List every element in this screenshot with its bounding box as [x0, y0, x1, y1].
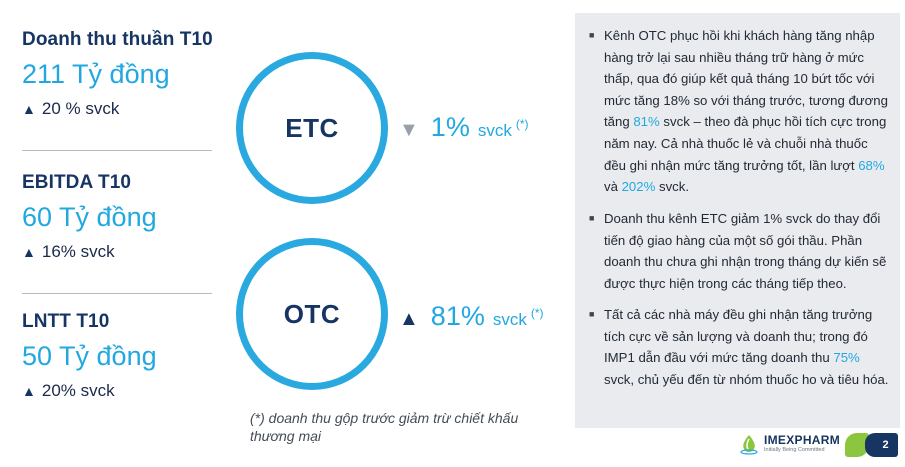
page-number: 2 — [882, 439, 889, 451]
kpi-value: 50 Tỷ đồng — [22, 341, 157, 371]
commentary-panel: ■ Kênh OTC phục hồi khi khách hàng tăng … — [575, 13, 900, 428]
bullet-text: Tất cả các nhà máy đều ghi nhận tăng trư… — [589, 304, 889, 390]
otc-circle: OTC — [236, 238, 388, 390]
kpi-change: ▲ 16% svck — [22, 242, 217, 262]
bullet-otc: ■ Kênh OTC phục hồi khi khách hàng tăng … — [589, 25, 889, 198]
kpi-value: 60 Tỷ đồng — [22, 202, 157, 232]
bullet-segment: Tất cả các nhà máy đều ghi nhận tăng trư… — [604, 307, 873, 366]
highlight-value: 81% — [633, 114, 660, 130]
channel-name: OTC — [283, 298, 341, 329]
triangle-down-icon: ▼ — [399, 119, 419, 141]
etc-growth: ▼ 1% svck (*) — [399, 112, 529, 143]
triangle-up-icon: ▲ — [399, 308, 419, 330]
otc-growth: ▲ 81% svck (*) — [399, 301, 544, 332]
kpi-change-text: 20% svck — [41, 381, 115, 400]
channel-name: ETC — [285, 112, 339, 143]
triangle-up-icon: ▲ — [22, 244, 36, 260]
highlight-value: 68% — [858, 157, 885, 173]
kpi-title: LNTT T10 — [22, 311, 110, 332]
triangle-up-icon: ▲ — [22, 383, 36, 399]
bullet-segment: Kênh OTC phục hồi khi khách hàng tăng nh… — [604, 28, 888, 130]
leaf-drop-icon — [740, 435, 758, 455]
kpi-change-text: 16% svck — [41, 242, 115, 261]
kpi-value: 211 Tỷ đồng — [22, 59, 170, 89]
bullet-segment: và — [604, 179, 622, 195]
growth-note: (*) — [530, 306, 544, 320]
bullet-text: Doanh thu kênh ETC giảm 1% svck do thay … — [589, 208, 889, 294]
growth-note: (*) — [515, 117, 529, 131]
imexpharm-logo: IMEXPHARM Initially Being Committed — [738, 433, 840, 455]
divider — [22, 293, 212, 294]
bullet-etc: ■ Doanh thu kênh ETC giảm 1% svck do tha… — [589, 208, 889, 294]
growth-percent: 81% — [430, 301, 485, 331]
kpi-change-text: 20 % svck — [41, 99, 120, 118]
bullet-segment: svck, chủ yếu đến từ nhóm thuốc ho và ti… — [604, 371, 889, 387]
highlight-value: 75% — [833, 350, 860, 366]
highlight-value: 202% — [621, 179, 656, 195]
logo-tagline: Initially Being Committed — [764, 447, 825, 453]
bullet-segment: Doanh thu kênh ETC giảm 1% svck do thay … — [604, 211, 887, 291]
kpi-title: EBITDA T10 — [22, 172, 132, 193]
square-bullet-icon: ■ — [589, 309, 595, 319]
square-bullet-icon: ■ — [589, 30, 595, 40]
kpi-ebt: LNTT T10 50 Tỷ đồng ▲ 20% svck — [22, 311, 217, 401]
footnote: (*) doanh thu gộp trước giảm trừ chiết k… — [250, 410, 519, 444]
divider — [22, 150, 212, 151]
etc-circle: ETC — [236, 52, 388, 204]
bullet-text: Kênh OTC phục hồi khi khách hàng tăng nh… — [589, 25, 889, 198]
bullet-segment: svck – theo đà phục hồi tích cực trong n… — [604, 114, 887, 173]
kpi-change: ▲ 20% svck — [22, 381, 217, 401]
bullet-segment: svck. — [655, 179, 690, 195]
logo-name: IMEXPHARM — [764, 433, 841, 447]
growth-unit: svck — [492, 310, 527, 329]
square-bullet-icon: ■ — [589, 213, 595, 223]
kpi-revenue: Doanh thu thuần T10 211 Tỷ đồng ▲ 20 % sv… — [22, 29, 217, 119]
page-number-badge: 2 — [865, 433, 898, 457]
kpi-change: ▲ 20 % svck — [22, 99, 217, 119]
bullet-factories: ■ Tất cả các nhà máy đều ghi nhận tăng t… — [589, 304, 889, 390]
growth-unit: svck — [477, 121, 512, 140]
triangle-up-icon: ▲ — [22, 101, 36, 117]
kpi-title: Doanh thu thuần T10 — [22, 29, 213, 50]
kpi-ebitda: EBITDA T10 60 Tỷ đồng ▲ 16% svck — [22, 172, 217, 262]
growth-percent: 1% — [430, 112, 470, 142]
